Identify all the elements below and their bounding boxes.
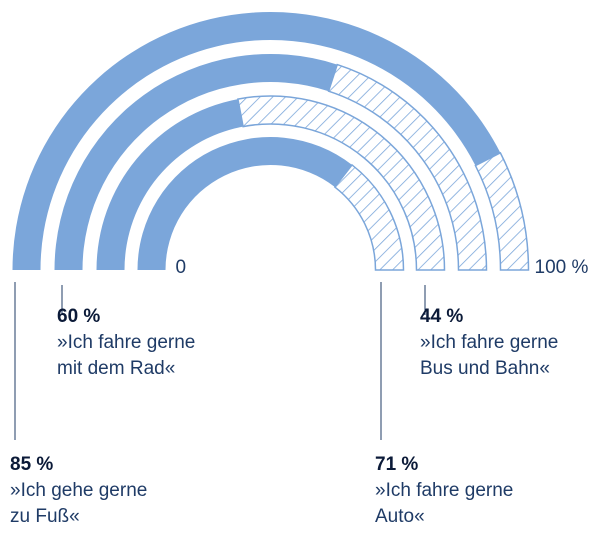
bar (137, 136, 353, 270)
remainder (237, 95, 446, 271)
tick-label: 0 (176, 257, 187, 278)
label: 85 % »Ich gehe gerne zu Fuß« (10, 452, 147, 530)
category-label: »Ich gehe gerne zu Fuß« (10, 480, 148, 527)
category-label: »Ich fahre gerne Bus und Bahn« (420, 332, 559, 379)
category-label: »Ich fahre gerne Auto« (375, 480, 514, 527)
value-label: 71 % (375, 454, 419, 475)
remainder (474, 151, 530, 271)
value-label: 85 % (10, 454, 54, 475)
value-label: 44 % (420, 306, 464, 327)
remainder (327, 63, 488, 271)
category-label: »Ich fahre gerne mit dem Rad« (57, 332, 196, 379)
label: 44 % »Ich fahre gerne Bus und Bahn« (420, 304, 558, 382)
label: 71 % »Ich fahre gerne Auto« (375, 452, 513, 530)
remainder (333, 163, 405, 271)
label: 60 % »Ich fahre gerne mit dem Rad« (57, 304, 195, 382)
bar (54, 53, 338, 271)
value-label: 60 % (57, 306, 101, 327)
bar (96, 99, 244, 270)
bar (12, 12, 501, 271)
tick-label: 100 % (535, 257, 589, 278)
